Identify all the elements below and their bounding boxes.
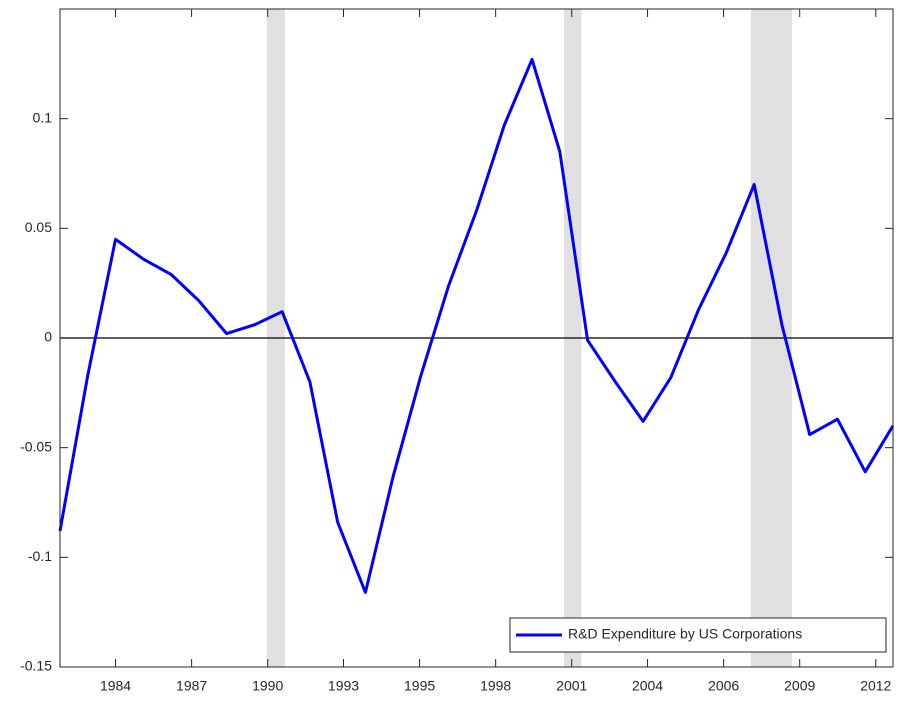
- x-tick-label: 1984: [100, 678, 131, 694]
- y-tick-label: 0: [44, 329, 52, 345]
- x-tick-label: 1995: [404, 678, 435, 694]
- y-tick-label: 0.05: [25, 219, 52, 235]
- y-tick-label: 0.1: [33, 109, 53, 125]
- x-tick-label: 2004: [632, 678, 663, 694]
- x-tick-label: 1990: [252, 678, 283, 694]
- x-tick-label: 1987: [176, 678, 207, 694]
- y-tick-label: -0.1: [28, 548, 52, 564]
- x-tick-label: 2001: [556, 678, 587, 694]
- x-tick-label: 1998: [480, 678, 511, 694]
- x-tick-label: 2006: [708, 678, 739, 694]
- y-tick-label: -0.15: [20, 658, 52, 674]
- y-tick-label: -0.05: [20, 438, 52, 454]
- plot-frame: [59, 8, 894, 668]
- x-tick-label: 1993: [328, 678, 359, 694]
- legend-label: R&D Expenditure by US Corporations: [568, 626, 802, 642]
- legend-box: [509, 617, 887, 653]
- x-tick-label: 2009: [784, 678, 815, 694]
- data-line: [58, 57, 895, 594]
- x-tick-label: 2012: [860, 678, 891, 694]
